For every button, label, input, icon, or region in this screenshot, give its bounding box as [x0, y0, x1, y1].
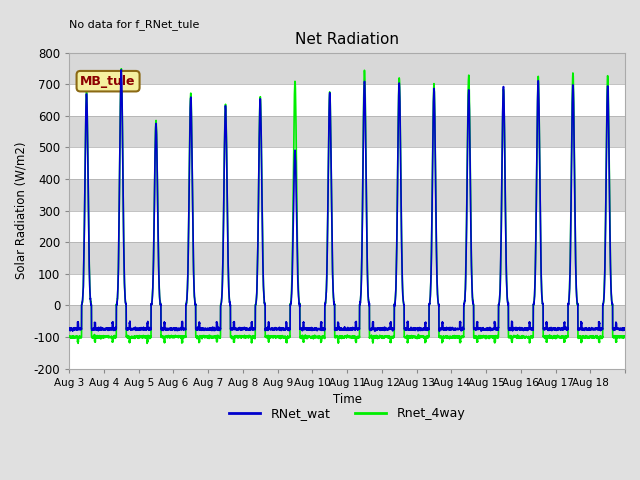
Rnet_4way: [143, 340, 151, 346]
Line: Rnet_4way: Rnet_4way: [69, 69, 625, 343]
RNet_wat: [65, 326, 73, 332]
Rnet_4way: [118, 66, 125, 72]
RNet_wat: [621, 325, 629, 331]
Rnet_4way: [65, 334, 73, 339]
Rnet_4way: [621, 334, 629, 339]
Text: No data for f_RNet_tule: No data for f_RNet_tule: [69, 19, 200, 30]
Rnet_4way: [368, 335, 376, 341]
Bar: [69, 179, 625, 211]
RNet_wat: [397, 238, 405, 243]
Title: Net Radiation: Net Radiation: [295, 32, 399, 47]
Bar: [69, 84, 625, 116]
Rnet_4way: [541, 334, 549, 339]
Line: RNet_wat: RNet_wat: [69, 70, 625, 331]
RNet_wat: [527, 326, 535, 332]
RNet_wat: [541, 326, 549, 332]
Rnet_4way: [527, 333, 535, 339]
Bar: [69, 147, 625, 179]
Bar: [69, 53, 625, 84]
Rnet_4way: [500, 89, 508, 95]
Legend: RNet_wat, Rnet_4way: RNet_wat, Rnet_4way: [224, 402, 470, 425]
RNet_wat: [500, 87, 508, 93]
RNet_wat: [180, 326, 188, 332]
Bar: [69, 211, 625, 242]
Rnet_4way: [398, 244, 406, 250]
Text: MB_tule: MB_tule: [81, 75, 136, 88]
Bar: [69, 337, 625, 369]
X-axis label: Time: Time: [333, 393, 362, 406]
Rnet_4way: [181, 334, 189, 339]
Bar: [69, 242, 625, 274]
Bar: [69, 274, 625, 305]
Bar: [69, 116, 625, 147]
Y-axis label: Solar Radiation (W/m2): Solar Radiation (W/m2): [15, 142, 28, 279]
RNet_wat: [436, 328, 444, 334]
RNet_wat: [118, 67, 125, 72]
RNet_wat: [368, 325, 376, 331]
Bar: [69, 305, 625, 337]
